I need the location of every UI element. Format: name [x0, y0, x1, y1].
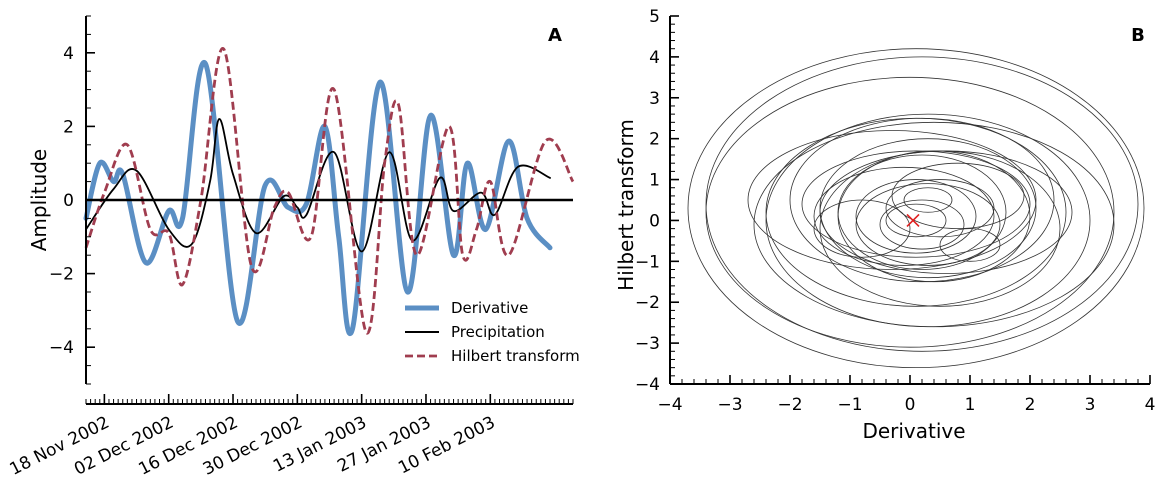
trajectory-loop — [855, 179, 977, 254]
panel-a-letter: A — [548, 25, 562, 46]
y-tick-label: −4 — [49, 338, 74, 358]
panel-a-y-ticks: −4 −2 0 2 4 — [49, 15, 95, 385]
trajectory-loop — [801, 150, 1031, 258]
y-tick-label: −4 — [635, 375, 660, 395]
y-tick-label: 3 — [649, 89, 660, 109]
x-tick-label: 3 — [1085, 395, 1096, 415]
trajectory-loop — [819, 138, 1037, 279]
y-tick-label: 4 — [63, 44, 74, 64]
x-tick-label: 1 — [965, 395, 976, 415]
panel-b-y-ticks: −4 −3 −2 −1 0 1 2 3 4 5 — [635, 7, 679, 395]
panel-b-y-axis-title: Hilbert transform — [614, 119, 638, 291]
legend-label: Derivative — [451, 299, 528, 317]
trajectory-loop — [885, 203, 947, 238]
y-tick-label: 2 — [649, 130, 660, 150]
trajectory-loop — [885, 179, 995, 238]
panel-b-x-ticks: −4 −3 −2 −1 0 1 2 3 4 — [657, 375, 1155, 415]
x-tick-label: −2 — [777, 395, 802, 415]
trajectory-loop — [879, 199, 965, 250]
panel-b-x-axis-title: Derivative — [862, 419, 965, 443]
panel-b-origin-marker — [906, 213, 920, 228]
y-tick-label: −1 — [635, 252, 660, 272]
y-tick-label: 1 — [649, 171, 660, 191]
y-tick-label: 5 — [649, 7, 660, 27]
trajectory-loop — [789, 117, 1055, 283]
trajectory-loop — [891, 162, 1025, 230]
series-line-precipitation — [85, 118, 551, 253]
x-tick-label: −3 — [717, 395, 742, 415]
panel-b-letter: B — [1131, 25, 1145, 46]
trajectory-loop — [939, 228, 1001, 262]
legend-label: Hilbert transform — [451, 347, 580, 365]
trajectory-loop — [813, 199, 911, 258]
y-tick-label: 4 — [649, 48, 660, 68]
y-tick-label: 0 — [63, 191, 74, 211]
panel-a-y-axis-title: Amplitude — [27, 149, 51, 252]
x-tick-label: −1 — [837, 395, 862, 415]
trajectory-loop — [855, 183, 1001, 266]
x-tick-label: −4 — [657, 395, 682, 415]
y-tick-label: −3 — [635, 334, 660, 354]
x-tick-label: 0 — [905, 395, 916, 415]
trajectory-loop — [903, 187, 953, 213]
panel-b: −4 −3 −2 −1 0 1 2 3 4 5 −4 −3 −2 −1 0 1 2 3 4 B Hilbert t… — [614, 7, 1155, 443]
y-tick-label: 0 — [649, 211, 660, 231]
trajectory-loop — [687, 48, 1145, 369]
x-tick-label: 2 — [1025, 395, 1036, 415]
legend-label: Precipitation — [451, 323, 545, 341]
y-tick-label: −2 — [635, 293, 660, 313]
series-line-derivative — [83, 60, 553, 336]
panel-b-trajectory — [687, 48, 1145, 369]
series-line-hilbert-transform — [84, 47, 575, 335]
panel-a-series — [83, 47, 575, 336]
origin-marker-stroke — [906, 213, 920, 228]
x-tick-label: 4 — [1145, 395, 1155, 415]
trajectory-loop — [813, 166, 995, 266]
trajectory-loop — [765, 113, 1091, 328]
panel-a-legend: Derivative Precipitation Hilbert transform — [405, 299, 580, 365]
trajectory-loop — [837, 154, 1007, 270]
trajectory-loop — [747, 130, 1037, 270]
trajectory-loop — [705, 76, 1115, 348]
trajectory-loop — [837, 150, 1031, 283]
y-tick-label: −2 — [49, 265, 74, 285]
y-tick-label: 2 — [63, 117, 74, 137]
